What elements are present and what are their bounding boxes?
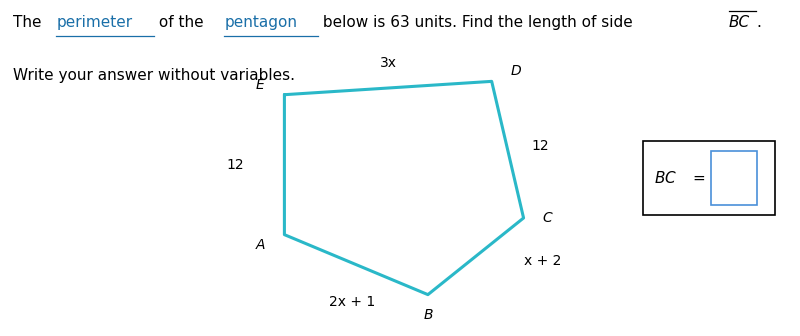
Text: 3x: 3x (379, 56, 397, 70)
Text: BC: BC (729, 15, 750, 30)
Text: A: A (256, 238, 266, 252)
Text: B: B (423, 308, 433, 322)
FancyBboxPatch shape (643, 141, 774, 215)
Text: perimeter: perimeter (56, 15, 132, 30)
Text: E: E (256, 78, 265, 92)
Text: below is 63 units. Find the length of side: below is 63 units. Find the length of si… (318, 15, 638, 30)
Text: The: The (14, 15, 46, 30)
Text: =: = (693, 170, 706, 185)
Text: D: D (510, 65, 521, 78)
Text: of the: of the (154, 15, 209, 30)
Text: 12: 12 (531, 139, 549, 153)
Text: 12: 12 (227, 158, 245, 172)
Text: pentagon: pentagon (224, 15, 298, 30)
Text: Write your answer without variables.: Write your answer without variables. (14, 68, 295, 83)
Text: x + 2: x + 2 (523, 254, 561, 268)
Text: 2x + 1: 2x + 1 (329, 295, 375, 309)
Text: C: C (542, 211, 552, 225)
FancyBboxPatch shape (711, 151, 757, 205)
Text: .: . (756, 15, 761, 30)
Text: $\it{BC}$: $\it{BC}$ (654, 170, 677, 186)
